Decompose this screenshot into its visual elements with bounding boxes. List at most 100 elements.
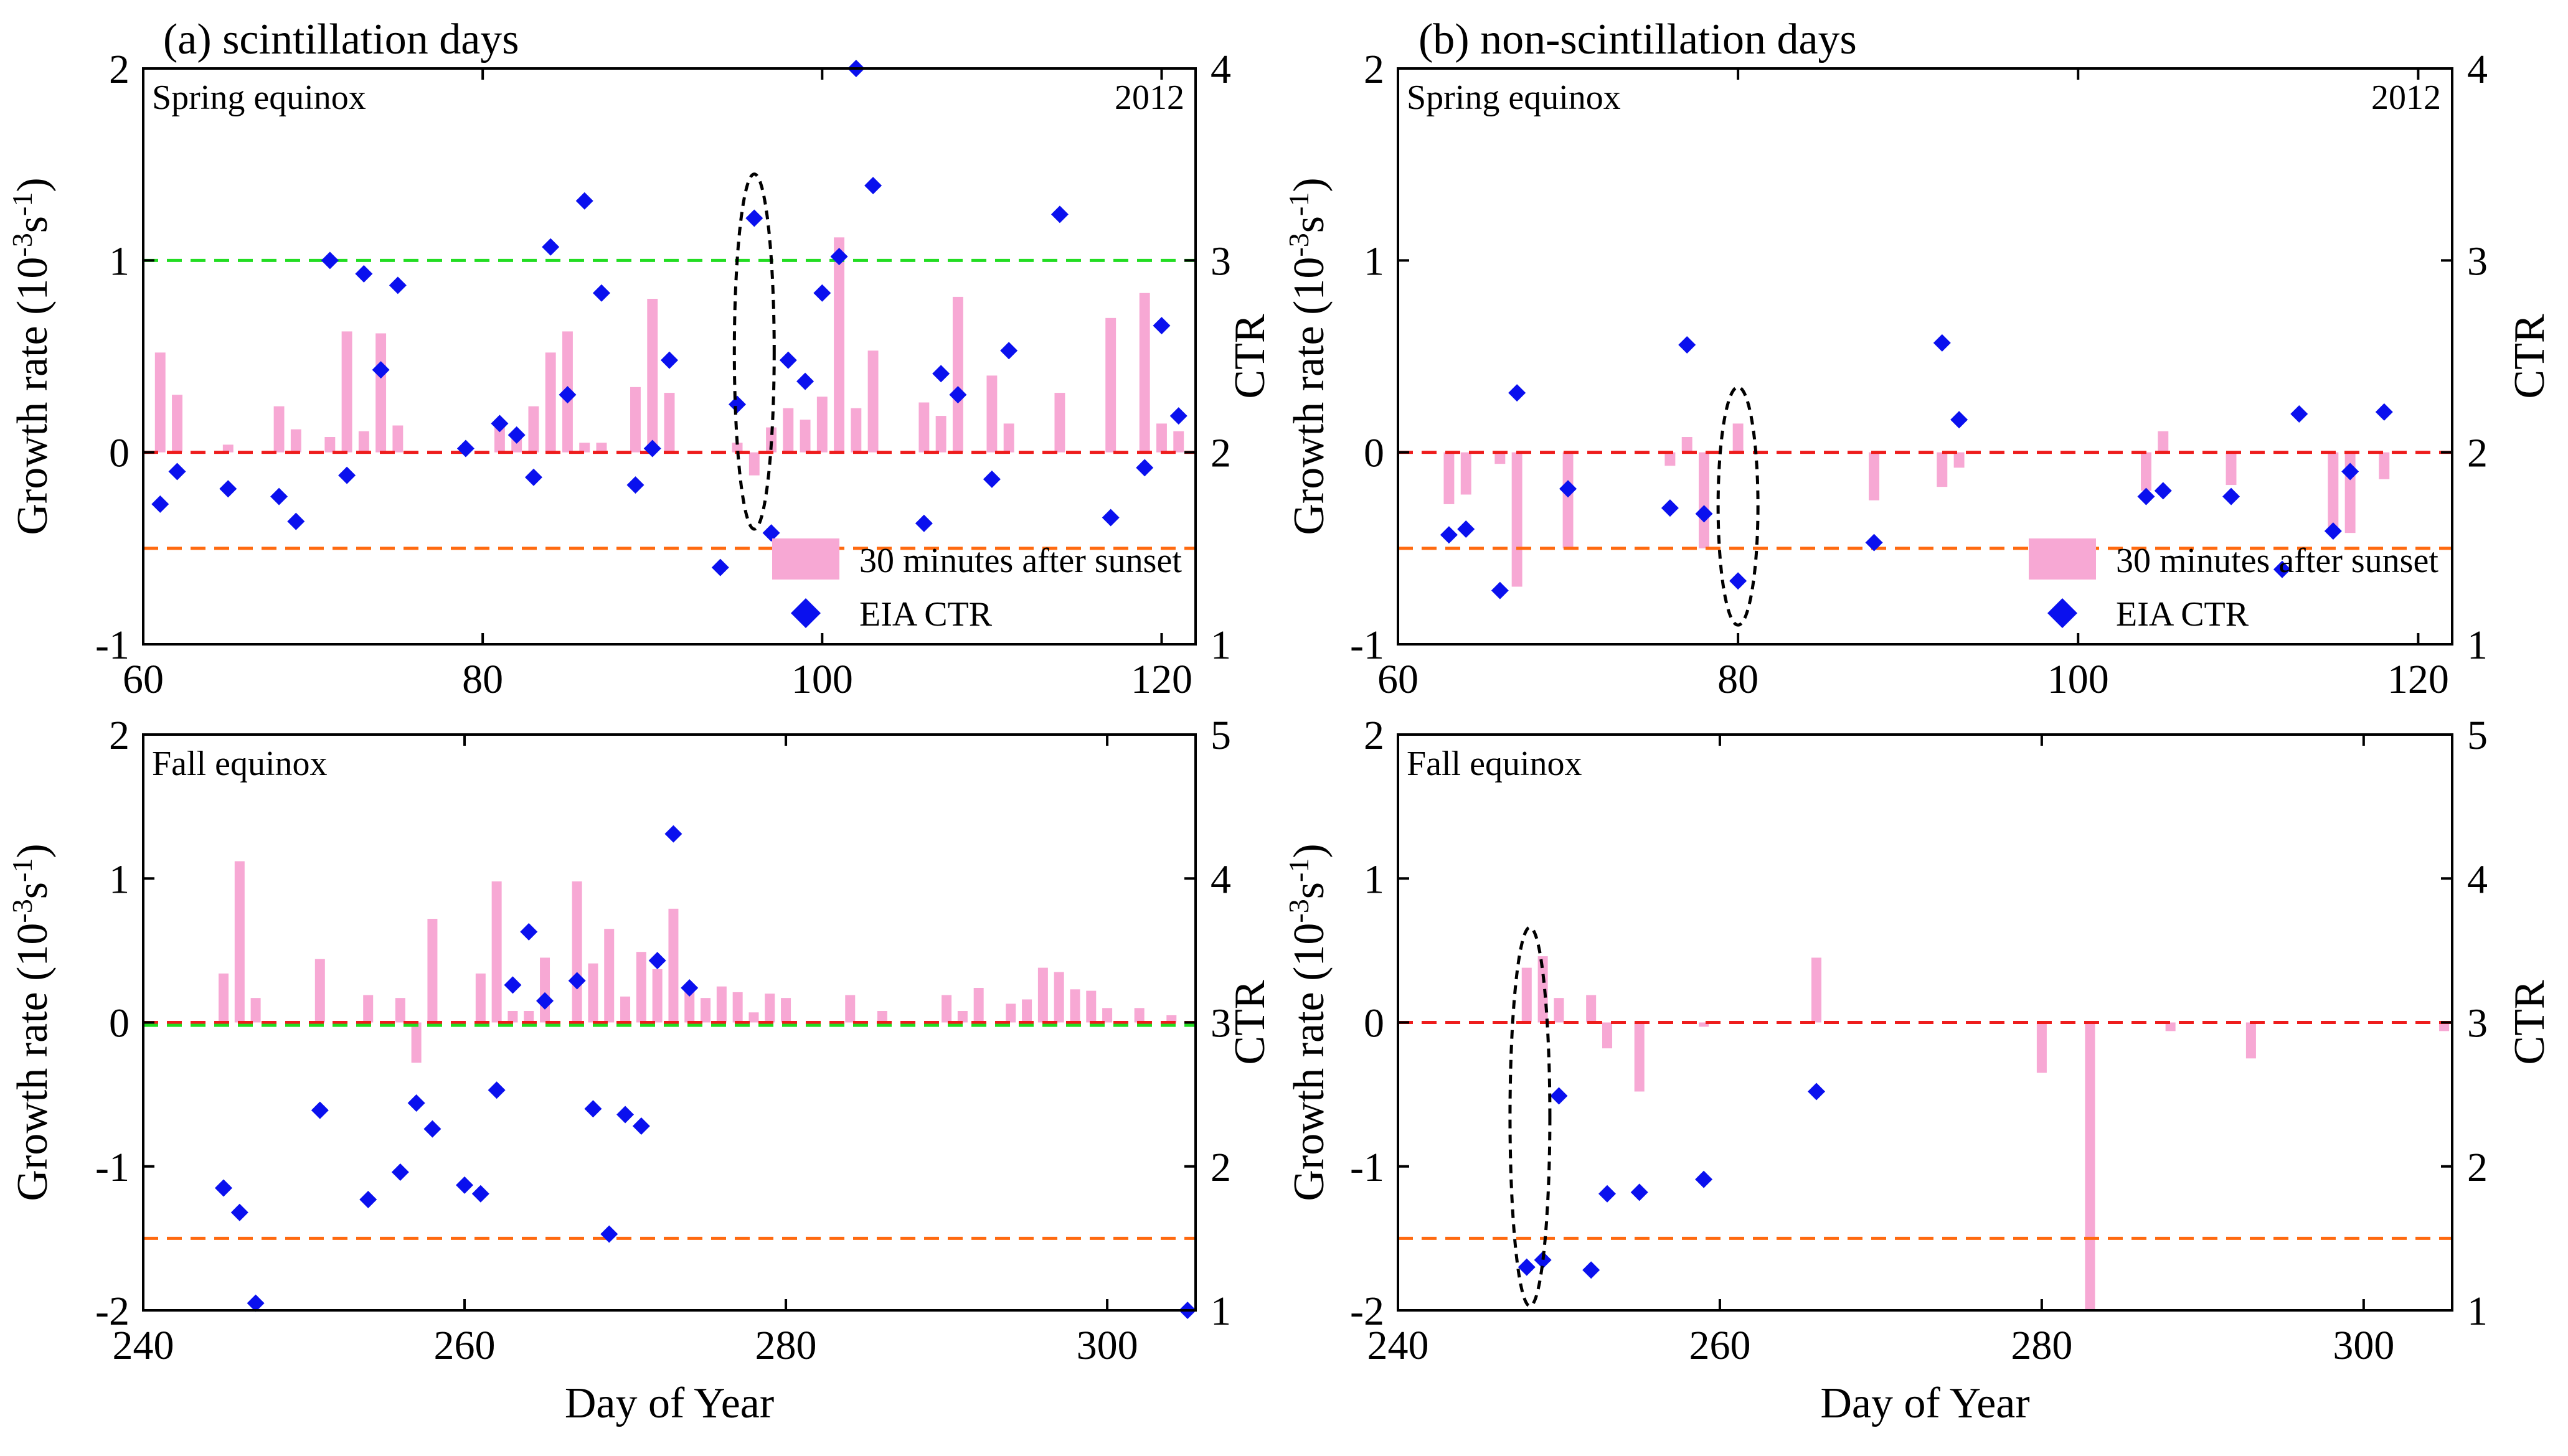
y-axis-label-part: )	[1285, 177, 1333, 192]
ctr-marker	[1491, 581, 1509, 599]
highlight-ellipse	[732, 172, 776, 531]
growth-bar	[1586, 995, 1597, 1023]
x-tick-label: 80	[1717, 657, 1758, 702]
growth-bar	[1173, 431, 1184, 453]
ctr-marker	[407, 1094, 425, 1112]
y-right-tick-label: 1	[1211, 1289, 1231, 1334]
ctr-marker	[524, 468, 542, 486]
growth-bar	[1003, 423, 1014, 453]
plot-frame	[142, 67, 1197, 646]
x-tick-label: 240	[1367, 1323, 1429, 1368]
plot-frame	[1397, 67, 2453, 646]
ctr-marker	[151, 495, 169, 513]
y-tick-label: 0	[109, 431, 130, 476]
growth-bar	[845, 995, 856, 1023]
y-tick-label: 0	[1364, 1001, 1384, 1046]
ctr-marker	[423, 1120, 441, 1138]
ctr-marker	[372, 361, 390, 379]
growth-bar	[2245, 1022, 2256, 1059]
growth-bar	[154, 352, 166, 453]
ctr-marker	[1865, 533, 1883, 552]
growth-bar	[1602, 1022, 1613, 1049]
x-axis-label: Day of Year	[565, 1379, 774, 1427]
growth-bar	[588, 963, 598, 1023]
ctr-marker	[270, 487, 288, 505]
growth-bar	[766, 427, 777, 453]
growth-bar	[1953, 452, 1965, 468]
ctr-marker	[2273, 560, 2291, 578]
ctr-marker	[507, 426, 526, 444]
growth-bar	[1166, 1015, 1177, 1023]
season-label: Spring equinox	[1407, 78, 1621, 117]
growth-bar	[250, 998, 261, 1023]
ctr-marker	[1678, 336, 1696, 354]
x-tick-label: 280	[755, 1323, 817, 1368]
ctr-marker	[932, 365, 950, 383]
growth-bar	[957, 1011, 968, 1023]
ctr-marker	[321, 251, 339, 270]
y-axis-label: Growth rate (10-3s-1)	[6, 843, 57, 1201]
growth-bar	[952, 296, 963, 453]
legend-marker-label: EIA CTR	[2116, 595, 2249, 634]
ctr-marker	[1933, 334, 1951, 352]
growth-bar	[341, 331, 352, 453]
x-tick-label: 260	[434, 1323, 496, 1368]
y-tick-label: 1	[109, 238, 130, 284]
y-tick-label: -1	[95, 1145, 130, 1190]
y-tick-label: 1	[109, 857, 130, 902]
ctr-marker	[632, 1117, 650, 1135]
growth-bar	[363, 995, 374, 1023]
growth-bar	[511, 439, 522, 453]
y-right-tick-label: 1	[2467, 1289, 2488, 1334]
growth-bar	[1937, 452, 1948, 487]
growth-bar	[816, 397, 828, 453]
y-right-tick-label: 1	[2467, 622, 2488, 668]
legend-bar-swatch	[772, 538, 839, 580]
growth-bar	[2036, 1022, 2047, 1073]
ctr-marker	[796, 372, 814, 390]
ctr-marker	[830, 248, 848, 266]
growth-bar	[1681, 437, 1692, 453]
growth-bar	[540, 957, 550, 1023]
y-axis-label-part: -1	[6, 192, 38, 216]
growth-bar	[1811, 957, 1822, 1023]
ctr-marker	[1695, 505, 1713, 523]
y-axis-label-part: -1	[1283, 858, 1315, 882]
ctr-marker	[219, 480, 237, 498]
growth-bar	[800, 420, 811, 453]
ctr-marker	[584, 1100, 602, 1118]
ctr-marker	[1534, 1251, 1552, 1269]
y-right-tick-label: 4	[1211, 47, 1231, 92]
growth-bar	[1699, 452, 1709, 548]
growth-bar	[2085, 1022, 2095, 1310]
growth-bar	[222, 444, 234, 453]
y-tick-label: 1	[1364, 238, 1384, 284]
growth-bar	[1732, 423, 1744, 453]
growth-bar	[1634, 1022, 1645, 1092]
ctr-marker	[1729, 572, 1747, 590]
ctr-marker	[1518, 1258, 1536, 1276]
ctr-marker	[1808, 1083, 1826, 1101]
ctr-marker	[1559, 480, 1577, 498]
growth-bar	[1054, 972, 1064, 1023]
growth-bar	[2141, 452, 2151, 491]
y-right-tick-label: 2	[1211, 431, 1231, 476]
y-tick-label: -2	[1350, 1289, 1384, 1334]
ctr-marker	[711, 558, 729, 576]
y-axis-label: Growth rate (10-3s-1)	[6, 177, 57, 535]
growth-bar	[494, 423, 505, 453]
growth-bar	[701, 998, 711, 1023]
ctr-marker	[338, 466, 356, 484]
y-right-tick-label: 3	[2467, 1001, 2488, 1046]
ctr-marker	[2290, 405, 2308, 423]
ctr-marker	[1136, 459, 1154, 477]
ctr-marker	[542, 238, 560, 256]
growth-bar	[2158, 431, 2169, 453]
highlight-ellipse	[1508, 926, 1552, 1308]
growth-bar	[942, 995, 952, 1023]
y-right-tick-label: 3	[1211, 1001, 1231, 1046]
ctr-marker	[745, 209, 763, 227]
ctr-marker	[915, 514, 933, 532]
